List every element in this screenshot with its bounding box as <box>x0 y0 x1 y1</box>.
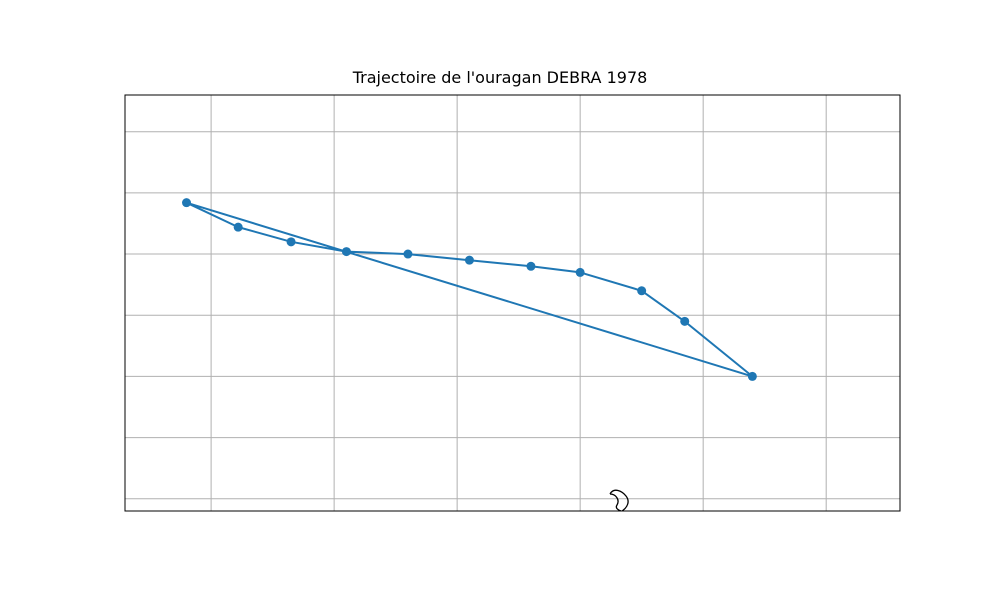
track-point-9 <box>233 222 243 232</box>
map-frame <box>124 94 901 512</box>
track-point-6 <box>403 249 413 259</box>
hurricane-track <box>182 198 757 381</box>
track-point-4 <box>526 261 536 271</box>
graticule <box>125 95 900 511</box>
track-line <box>185 201 754 378</box>
map-title: Trajectoire de l'ouragan DEBRA 1978 <box>352 68 648 87</box>
track-point-7 <box>341 247 351 257</box>
track-point-10 <box>182 198 192 208</box>
track-point-0 <box>747 371 757 381</box>
track-point-5 <box>464 255 474 265</box>
track-point-2 <box>637 286 647 296</box>
track-point-3 <box>575 267 585 277</box>
track-point-8 <box>286 237 296 247</box>
coastline <box>609 489 629 511</box>
track-point-1 <box>680 316 690 326</box>
